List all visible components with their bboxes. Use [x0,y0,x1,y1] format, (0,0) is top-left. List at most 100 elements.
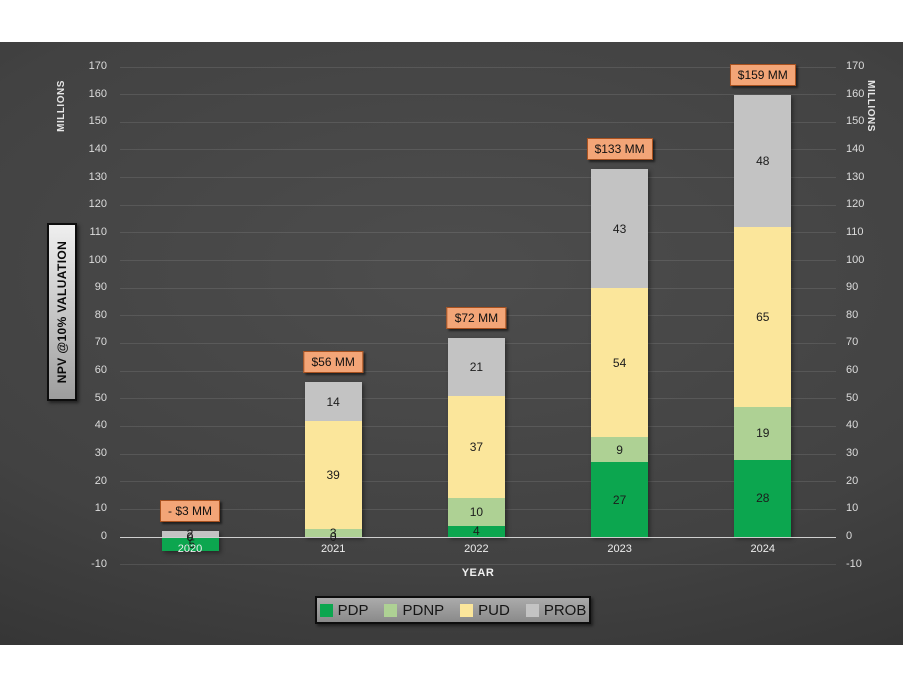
y-axis-tick-right: 140 [846,142,865,155]
y-axis-tick-right: 120 [846,198,865,211]
gridline [120,121,836,123]
y-axis-tick-right: 10 [846,502,859,515]
legend-item-pud: PUD [460,602,510,619]
bar-value-label-pdnp-2024: 19 [756,426,770,441]
y-axis-tick-right: 0 [846,530,853,542]
y-axis-tick-right: 20 [846,474,859,487]
bar-column-2020 [161,0,219,677]
total-annotation-2023: $133 MM [586,138,653,161]
bar-segment-pdnp-2022 [447,498,505,526]
x-axis-tick-2024: 2024 [750,543,776,555]
y-axis-tick-right: 130 [846,170,865,183]
zero-axis-line [120,536,836,538]
bar-value-label-prob-2021: 14 [326,394,340,409]
y-axis-tick-left: 50 [94,391,107,404]
x-axis-tick-2020: 2020 [177,543,203,555]
bar-segment-pdp-2023 [591,462,649,537]
y-axis-tick-right: 60 [846,364,859,377]
bar-value-label-pdnp-2020: 0 [186,530,194,544]
total-annotation-2021: $56 MM [303,351,363,374]
y-axis-tick-left: 130 [88,170,107,183]
bar-segment-prob-2020 [161,531,219,537]
y-axis-tick-left: 10 [94,502,107,515]
bar-segment-pud-2024 [734,227,792,408]
bar-value-label-pud-2024: 65 [756,310,770,325]
gridline [120,232,836,234]
gridline [120,94,836,96]
y-axis-tick-right: -10 [846,557,862,570]
bar-value-label-pud-2022: 37 [469,440,484,455]
legend-label-pud: PUD [478,601,510,619]
y-axis-tick-left: 100 [88,253,107,266]
y-axis-tick-right: 170 [846,60,865,72]
legend-label-prob: PROB [543,601,587,619]
bar-segment-pdnp-2024 [734,407,792,460]
bar-segment-prob-2023 [591,169,649,289]
gridline [120,260,836,262]
legend-swatch-pdp [319,603,333,617]
x-axis-tick-2023: 2023 [607,543,632,555]
y-axis-units-left: MILLIONS [56,80,67,132]
bar-value-label-prob-2020: 2 [186,527,194,542]
bar-column-2022 [447,0,505,677]
y-axis-tick-right: 90 [846,281,859,294]
bar-value-label-pud-2021: 39 [326,467,340,482]
bar-segment-pdnp-2021 [304,528,362,537]
gridline [120,204,836,206]
gridline [120,287,836,289]
y-axis-tick-left: 60 [94,364,107,377]
legend-label-pdnp: PDNP [402,601,445,619]
bar-value-label-pud-2020: 0 [186,530,194,544]
gridline [120,66,836,68]
y-axis-tick-left: 170 [88,60,107,72]
y-axis-tick-left: 110 [89,225,107,238]
bar-segment-pud-2022 [447,396,505,499]
bar-segment-pdp-2022 [447,525,505,537]
chart-legend: PDP PDNP PUD PROB [315,596,591,624]
bar-segment-pdnp-2023 [591,437,649,463]
bar-segment-prob-2022 [447,337,505,396]
total-annotation-2024: $159 MM [729,63,796,86]
bar-value-label-prob-2023: 43 [612,221,627,236]
bar-segment-pdp-2020 [161,537,219,551]
y-axis-tick-right: 100 [846,253,865,266]
bar-value-label-pdnp-2023: 9 [616,442,623,457]
bar-segment-pud-2021 [304,420,362,529]
legend-item-pdnp: PDNP [384,602,444,619]
y-axis-tick-right: 50 [846,391,859,404]
bar-value-label-pdp-2020: -5 [184,536,196,551]
bar-value-label-prob-2024: 48 [756,154,770,168]
y-axis-tick-left: 150 [88,115,107,128]
total-annotation-2020: - $3 MM [159,500,221,523]
total-annotation-2022: $72 MM [446,306,507,329]
bar-value-label-pdp-2024: 28 [756,491,770,506]
y-axis-tick-right: 160 [846,87,865,100]
legend-swatch-pud [460,603,474,617]
bar-value-label-prob-2022: 21 [469,359,484,374]
y-axis-tick-right: 30 [846,447,859,460]
y-axis-tick-right: 80 [846,308,859,321]
y-axis-tick-left: 40 [94,419,107,432]
y-axis-tick-right: 150 [846,115,865,128]
y-axis-tick-left: 80 [94,308,107,321]
legend-swatch-pdnp [384,603,398,617]
y-axis-tick-right: 110 [846,225,864,238]
y-axis-tick-left: 70 [94,336,107,349]
legend-swatch-prob [525,603,539,617]
bar-column-2024 [734,0,792,677]
bar-segment-pud-2023 [591,288,649,438]
y-axis-tick-left: 120 [88,198,107,211]
y-axis-title: NPV @10% VALUATION [55,240,69,384]
bar-value-label-pdnp-2022: 10 [469,505,484,520]
bar-column-2021 [304,0,362,677]
bar-value-label-pdp-2023: 27 [612,492,627,507]
bar-segment-pdp-2024 [734,459,792,537]
legend-item-prob: PROB [525,601,587,619]
legend-label-pdp: PDP [337,601,369,619]
y-axis-tick-right: 70 [846,336,859,349]
bar-value-label-pud-2023: 54 [612,355,627,370]
gridline [120,177,836,179]
legend-item-pdp: PDP [319,601,369,619]
y-axis-tick-right: 40 [846,419,859,432]
